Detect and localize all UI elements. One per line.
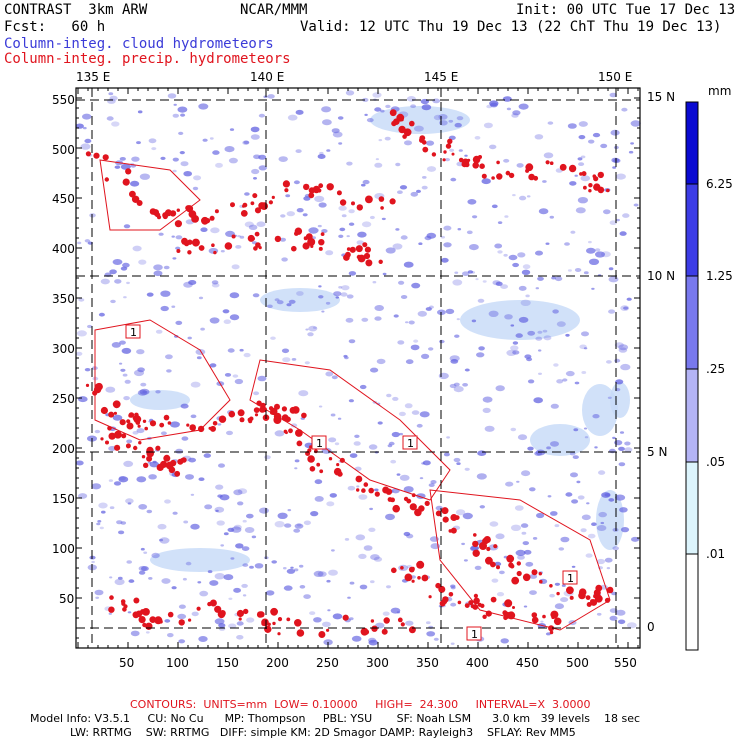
contour-label-1: 1 — [130, 326, 137, 339]
contours-info: CONTOURS: UNITS=mm LOW= 0.10000 HIGH= 24… — [130, 698, 591, 711]
colorbar-swatch-5 — [686, 462, 698, 554]
colorbar-label-6-25: 6.25 — [706, 177, 733, 191]
y-tick-50: 50 — [59, 592, 75, 606]
colorbar-label-01: .01 — [706, 547, 726, 561]
contour-label-box-3 — [402, 435, 418, 450]
x-tick-250: 250 — [316, 656, 339, 670]
contour-label-box-2 — [311, 435, 327, 450]
colorbar-label-25: .25 — [706, 362, 726, 376]
colorbar-swatch-2 — [686, 184, 698, 276]
colorbar-unit: mm — [708, 84, 732, 98]
x-tick-400: 400 — [466, 656, 489, 670]
model-info-line2: LW: RRTMG SW: RRTMG DIFF: simple KM: 2D … — [70, 726, 576, 739]
y-tick-500: 500 — [52, 143, 75, 157]
lon-label-145: 145 E — [424, 70, 459, 84]
y-tick-100: 100 — [52, 542, 75, 556]
latlon-grid — [76, 88, 640, 648]
contour-label-box-1 — [125, 324, 141, 339]
contour-label-5: 1 — [471, 628, 478, 641]
colorbar-label-1-25: 1.25 — [706, 269, 733, 283]
y-tick-350: 350 — [52, 292, 75, 306]
x-tick-300: 300 — [366, 656, 389, 670]
tick-marks — [76, 87, 640, 649]
contour-label-3: 1 — [407, 437, 414, 450]
model-info-line1: Model Info: V3.5.1 CU: No Cu MP: Thompso… — [30, 712, 641, 725]
contour-label-2: 1 — [316, 437, 323, 450]
x-tick-50: 50 — [119, 656, 135, 670]
lon-label-150: 150 E — [598, 70, 633, 84]
colorbar — [685, 101, 699, 651]
x-tick-450: 450 — [516, 656, 539, 670]
colorbar-label-05: .05 — [706, 455, 726, 469]
colorbar-swatch-6 — [686, 554, 698, 650]
y-tick-550: 550 — [52, 93, 75, 107]
field-cloud-label: Column-integ. cloud hydrometeors — [4, 36, 274, 52]
valid-time: Valid: 12 UTC Thu 19 Dec 13 (22 ChT Thu … — [300, 19, 722, 35]
x-tick-200: 200 — [266, 656, 289, 670]
x-tick-100: 100 — [166, 656, 189, 670]
lon-label-135: 135 E — [76, 70, 111, 84]
x-tick-350: 350 — [416, 656, 439, 670]
forecast-hour: Fcst: 60 h — [4, 19, 106, 35]
contour-label-box-4 — [562, 570, 578, 585]
colorbar-swatch-4 — [686, 369, 698, 462]
y-tick-200: 200 — [52, 442, 75, 456]
lat-label-10n: 10 N — [647, 269, 676, 283]
y-tick-300: 300 — [52, 342, 75, 356]
lat-label-0: 0 — [647, 620, 655, 634]
field-precip-label: Column-integ. precip. hydrometeors — [4, 51, 291, 67]
colorbar-swatch-3 — [686, 276, 698, 369]
init-time: Init: 00 UTC Tue 17 Dec 13 — [516, 2, 736, 18]
x-tick-150: 150 — [216, 656, 239, 670]
contour-labels: 1 1 1 1 1 — [125, 324, 578, 641]
y-tick-400: 400 — [52, 242, 75, 256]
colorbar-frame — [685, 101, 699, 651]
contour-label-4: 1 — [567, 572, 574, 585]
lon-label-140: 140 E — [250, 70, 285, 84]
y-tick-250: 250 — [52, 392, 75, 406]
x-tick-550: 550 — [614, 656, 637, 670]
colorbar-swatch-1 — [686, 102, 698, 184]
x-tick-500: 500 — [566, 656, 589, 670]
hydrometeor-field — [75, 90, 641, 646]
lat-label-15n: 15 N — [647, 90, 676, 104]
model-title: CONTRAST 3km ARW — [4, 2, 148, 18]
y-tick-150: 150 — [52, 492, 75, 506]
contour-label-box-5 — [466, 626, 482, 641]
organization: NCAR/MMM — [240, 2, 308, 18]
lat-label-5n: 5 N — [647, 445, 668, 459]
y-tick-450: 450 — [52, 192, 75, 206]
